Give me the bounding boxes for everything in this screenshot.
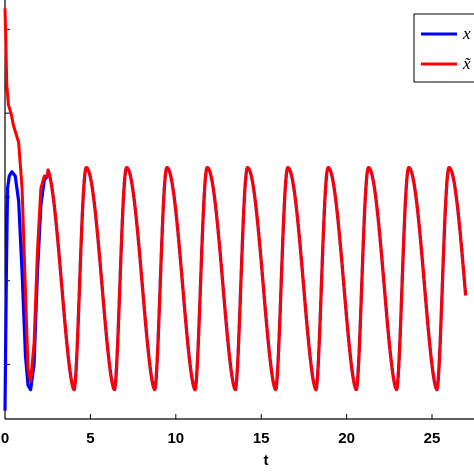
x-tick-label: 25 — [424, 430, 441, 447]
series-line-x-tilde — [3, 8, 468, 392]
series-layer — [3, 8, 468, 411]
legend-box — [413, 13, 474, 83]
legend-label-x-tilde: x̃ — [462, 54, 471, 73]
legend: x x̃ — [413, 13, 474, 83]
x-tick-label: 15 — [253, 430, 270, 447]
x-tick-label: 0 — [1, 430, 9, 447]
x-axis-label: t — [264, 452, 269, 469]
x-tick-label: 20 — [338, 430, 355, 447]
x-tick-label: 10 — [167, 430, 184, 447]
legend-label-x: x — [462, 24, 471, 43]
x-tick-label: 5 — [86, 430, 94, 447]
x-ticks: 0 5 10 15 20 25 — [1, 414, 441, 447]
